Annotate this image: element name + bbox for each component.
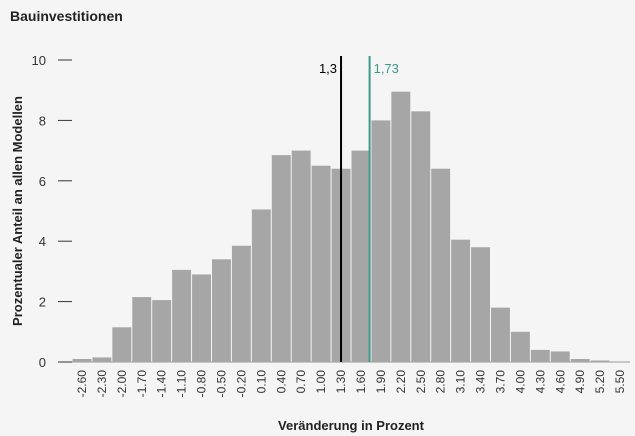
x-tick-label: 1.30 (334, 370, 348, 394)
chart-title: Bauinvestitionen (10, 8, 123, 24)
x-tick-label: 4.30 (533, 370, 547, 394)
histogram-bar (231, 245, 251, 362)
histogram-bar (132, 297, 152, 362)
x-tick-label: 0.40 (274, 370, 288, 394)
histogram-bar (72, 358, 92, 362)
x-tick-label: 4.60 (553, 370, 567, 394)
x-tick-label: 3.70 (493, 370, 507, 394)
histogram-bar (92, 357, 112, 362)
histogram-bar (271, 155, 291, 362)
x-tick-label: 1.00 (314, 370, 328, 394)
x-tick-label: -0.50 (214, 370, 228, 398)
x-tick-label: 2.50 (414, 370, 428, 394)
marker-label: 1,73 (374, 61, 399, 76)
x-tick-label: -0.20 (234, 370, 248, 398)
x-tick-label: 3.40 (474, 370, 488, 394)
marker-label: 1,3 (319, 61, 337, 76)
histogram-bar (590, 360, 610, 362)
x-tick-label: -0.80 (195, 370, 209, 398)
x-tick-label: 0.70 (294, 370, 308, 394)
histogram-bar (192, 274, 211, 362)
histogram-bar (212, 259, 231, 362)
y-axis-title: Prozentualer Anteil an allen Modellen (10, 96, 25, 326)
x-tick-label: 4.90 (573, 370, 587, 394)
y-tick-label: 0 (39, 355, 46, 370)
histogram-bar (570, 358, 590, 362)
histogram-bar (431, 168, 451, 362)
histogram-bar (510, 331, 530, 362)
histogram-bar (112, 327, 132, 362)
histogram-bar (371, 120, 391, 363)
histogram-bar (172, 269, 192, 362)
x-tick-label: 5.80 (633, 370, 635, 394)
histogram-bar (530, 349, 550, 362)
histogram-bar (251, 209, 271, 362)
x-tick-label: -1.40 (155, 370, 169, 398)
y-tick-label: 8 (39, 113, 46, 128)
histogram-bar (351, 150, 371, 362)
histogram-bar (391, 91, 411, 363)
x-tick-label: 1.90 (374, 370, 388, 394)
x-tick-label: -1.70 (135, 370, 149, 398)
x-tick-label: -2.30 (95, 370, 109, 398)
x-tick-label: -2.00 (115, 370, 129, 398)
histogram-bar (471, 247, 490, 362)
x-tick-label: 3.10 (454, 370, 468, 394)
x-tick-label: 1.60 (354, 370, 368, 394)
histogram-bar (550, 351, 570, 362)
x-tick-label: 0.10 (254, 370, 268, 394)
x-tick-label: -2.60 (75, 370, 89, 398)
y-tick-label: 10 (32, 53, 46, 68)
histogram-bar (491, 307, 510, 362)
x-tick-label: 5.50 (613, 370, 627, 394)
x-tick-label: 2.80 (434, 370, 448, 394)
y-tick-label: 6 (39, 174, 46, 189)
histogram-bar (411, 111, 431, 362)
x-tick-label: -1.10 (175, 370, 189, 398)
histogram-bar (311, 165, 331, 362)
y-tick-label: 4 (39, 234, 46, 249)
x-tick-label: 4.00 (513, 370, 527, 394)
x-axis-title: Veränderung in Prozent (278, 418, 425, 433)
histogram-bar (291, 150, 311, 362)
x-tick-label: 5.20 (593, 370, 607, 394)
y-tick-label: 2 (39, 295, 46, 310)
histogram-bar (152, 300, 172, 362)
x-tick-label: 2.20 (394, 370, 408, 394)
histogram-bar (451, 239, 471, 362)
